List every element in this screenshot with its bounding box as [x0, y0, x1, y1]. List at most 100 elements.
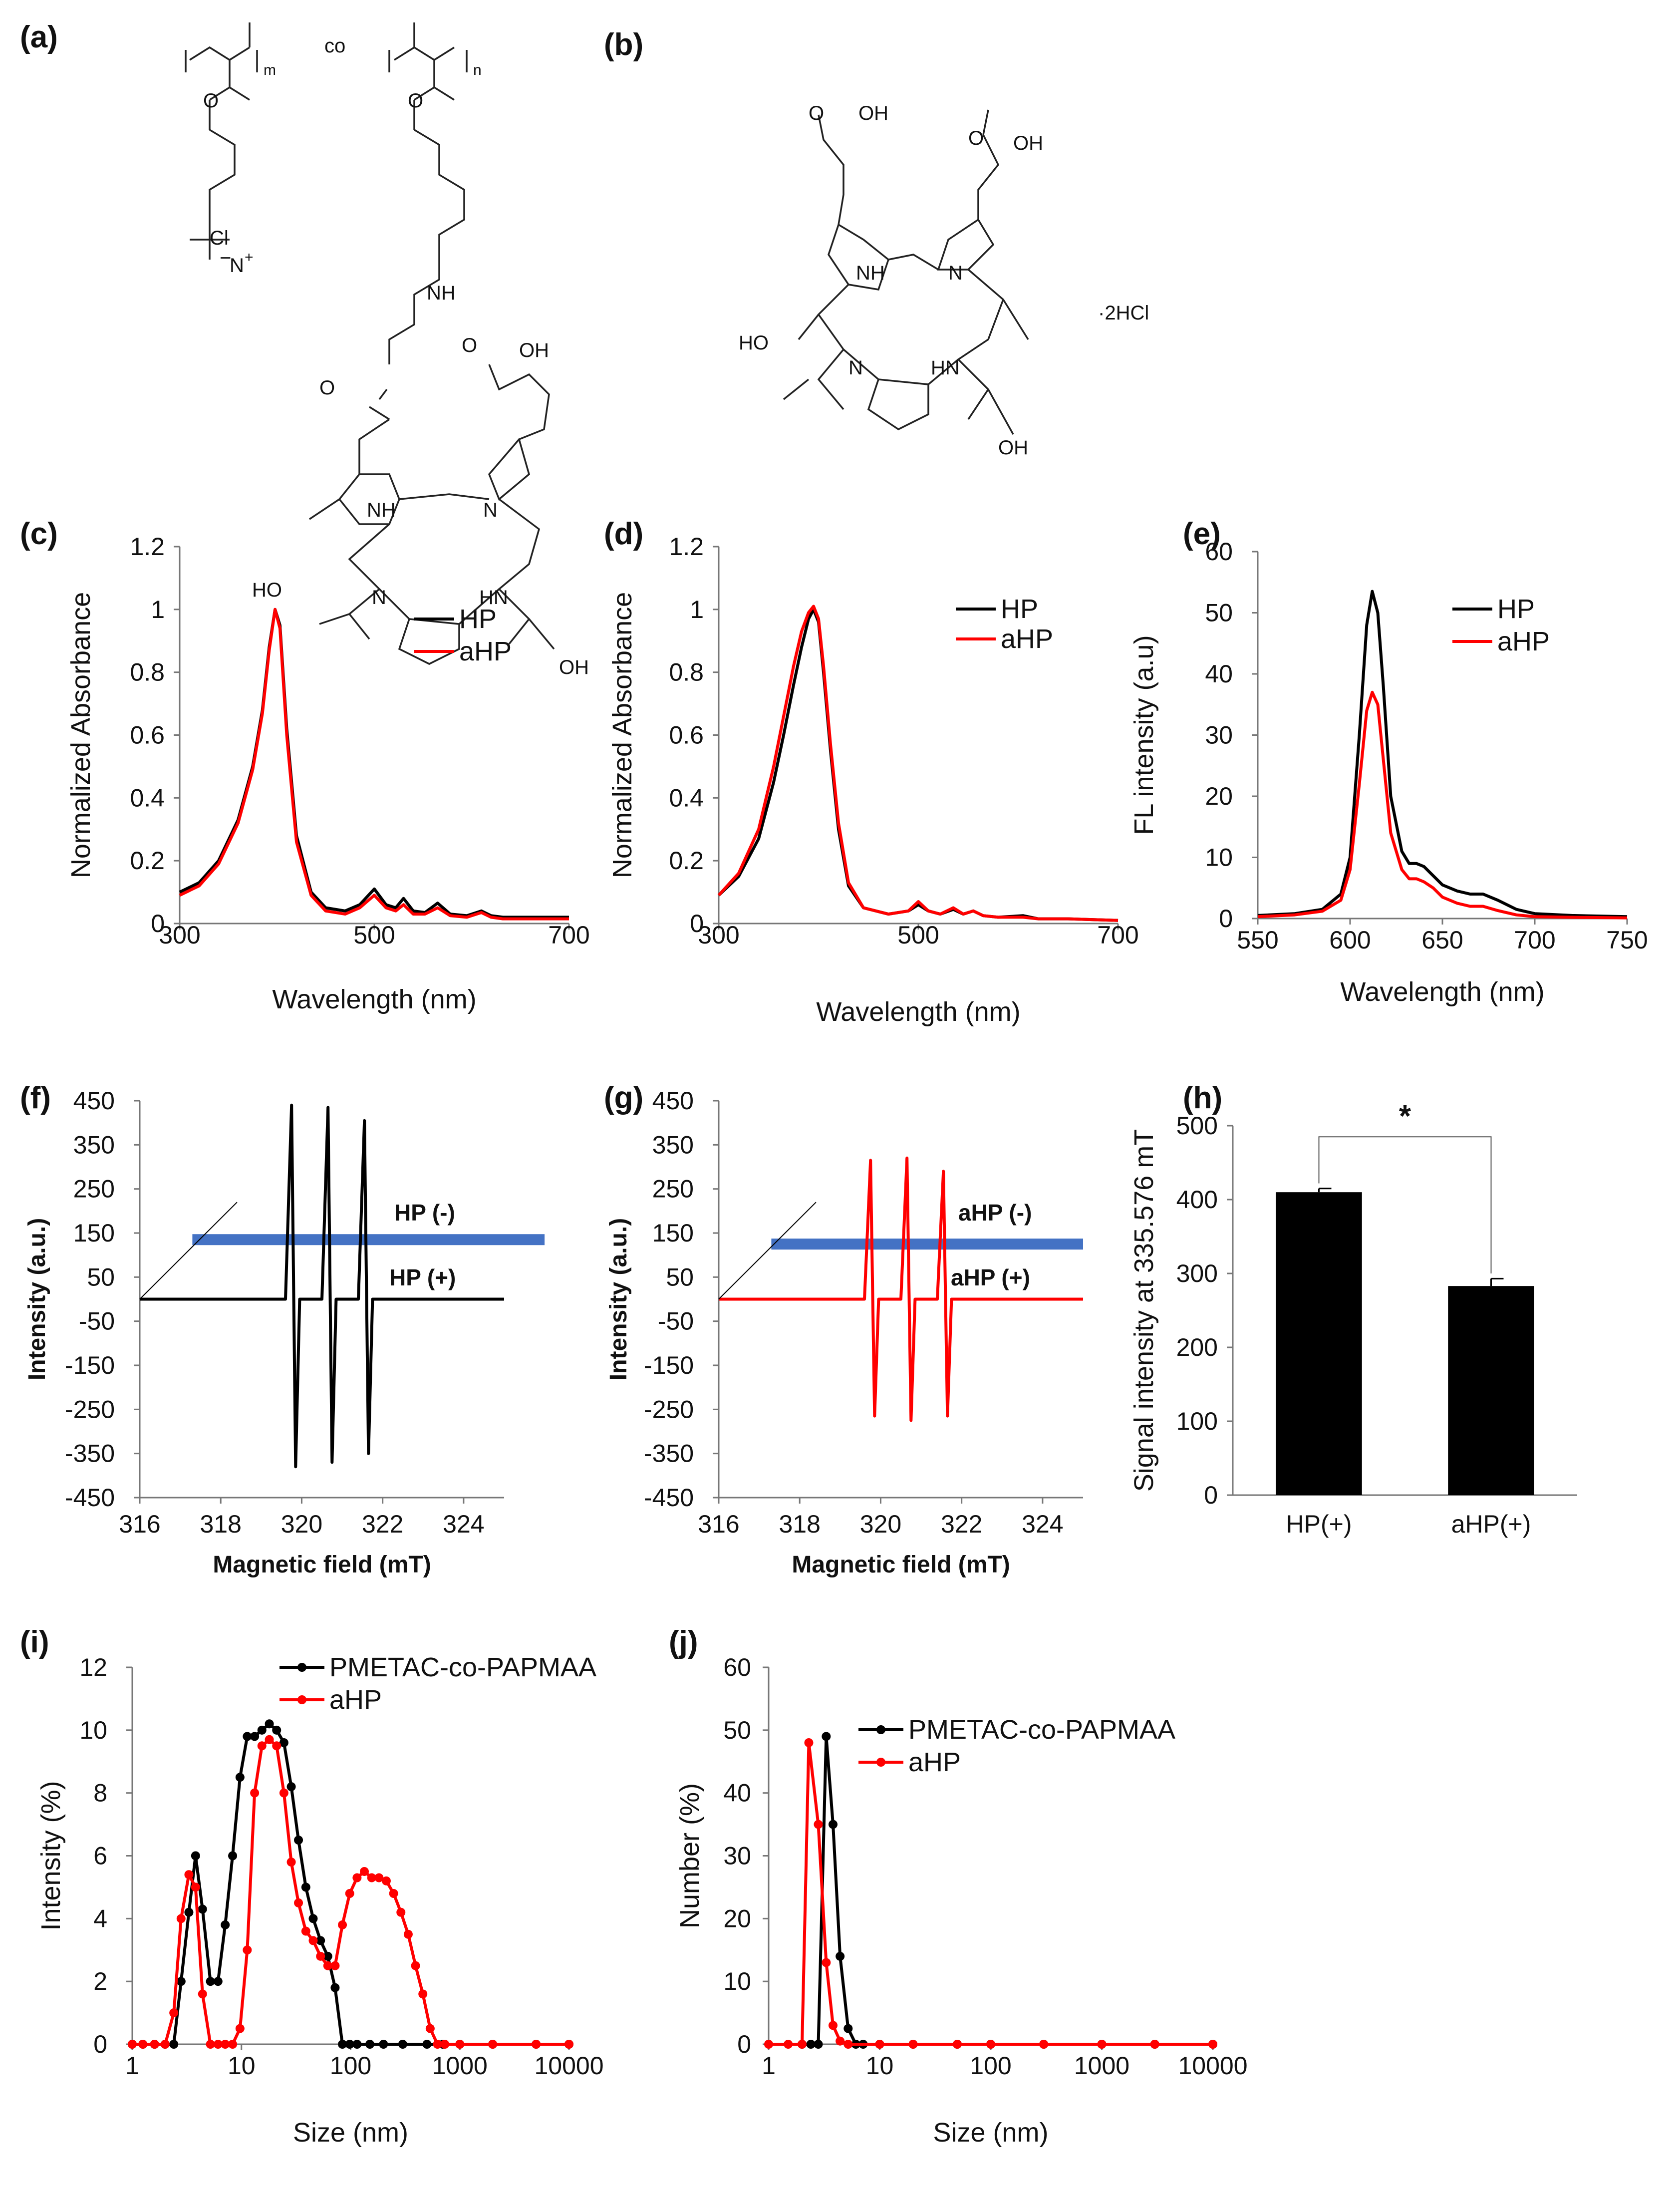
x-tick-label: 316 — [698, 1510, 739, 1538]
y-tick-label: 300 — [1176, 1259, 1218, 1287]
data-point — [433, 2040, 442, 2049]
legend-label: aHP — [908, 1747, 961, 1777]
chem-b-N1: N — [948, 262, 963, 284]
y-tick-label: 0 — [151, 910, 165, 937]
y-tick-label: -50 — [658, 1307, 694, 1335]
series-line-aHP — [1257, 690, 1628, 920]
y-tick-label: 350 — [73, 1131, 115, 1159]
x-tick-label: 10 — [228, 2052, 256, 2080]
y-tick-label: 0.6 — [130, 721, 165, 749]
chem-n: n — [473, 62, 482, 78]
data-point — [345, 2040, 354, 2049]
legend-marker — [876, 1725, 885, 1734]
x-tick-label: 322 — [362, 1510, 403, 1538]
data-point — [797, 2040, 807, 2049]
x-tick-label: 550 — [1237, 926, 1278, 954]
data-point — [250, 1788, 260, 1798]
data-point — [338, 2040, 347, 2049]
y-tick-label: 1.2 — [130, 533, 165, 561]
data-point — [191, 1882, 200, 1892]
chem-plus: + — [245, 249, 254, 266]
y-axis-label: Signal intensity at 335.576 mT — [1129, 1129, 1159, 1492]
porphyrin-ring-a — [309, 364, 555, 665]
legend-label: aHP — [1497, 626, 1550, 656]
x-tick-label: 300 — [159, 921, 200, 949]
data-point — [184, 1907, 194, 1917]
panel-label-i: (i) — [20, 1625, 49, 1659]
panel-label-e: (e) — [1183, 517, 1221, 551]
data-point — [488, 2040, 498, 2049]
data-point — [360, 1867, 369, 1876]
data-point — [367, 1873, 376, 1882]
y-tick-label: 1 — [690, 596, 704, 624]
y-tick-label: 0.2 — [669, 847, 704, 875]
chem-O1: O — [203, 90, 219, 112]
y-axis-label: Intensity (a.u.) — [24, 1218, 50, 1380]
legend-label: aHP — [1001, 624, 1053, 654]
y-tick-label: -150 — [65, 1351, 115, 1379]
y-tick-label: -350 — [644, 1440, 694, 1468]
data-point — [213, 2040, 223, 2049]
data-point — [169, 2040, 179, 2049]
data-point — [352, 1873, 362, 1882]
series-line-aHP — [132, 1738, 569, 2046]
chem-HO-a: HO — [252, 579, 282, 601]
chem-OH-a2: OH — [559, 656, 589, 678]
x-tick-label: 700 — [1097, 921, 1138, 949]
bar-aHP(+) — [1448, 1286, 1534, 1495]
x-axis-label: Magnetic field (mT) — [213, 1552, 431, 1578]
data-point — [272, 1725, 281, 1735]
y-tick-label: 0 — [1219, 905, 1233, 933]
panel-label-c: (c) — [20, 517, 58, 551]
legend-marker — [876, 1758, 885, 1767]
data-point — [814, 1820, 823, 1829]
x-tick-label: 600 — [1329, 926, 1371, 954]
data-point — [843, 2040, 853, 2049]
y-tick-label: 10 — [79, 1716, 107, 1744]
data-point — [243, 1732, 252, 1741]
data-point — [822, 1732, 831, 1741]
data-point — [198, 1904, 207, 1914]
chem-co: co — [324, 35, 345, 57]
polymer-backbone — [185, 22, 468, 420]
x-tick-label: 100 — [970, 2052, 1011, 2080]
data-point — [379, 2040, 388, 2049]
x-axis-label: Size (nm) — [293, 2118, 408, 2148]
x-tick-label: 100 — [330, 2052, 371, 2080]
x-tick-label: 700 — [1514, 926, 1555, 954]
y-tick-label: 0 — [690, 910, 704, 937]
y-tick-label: 350 — [652, 1131, 694, 1159]
x-tick-label: 700 — [548, 921, 589, 949]
data-point — [389, 1889, 398, 1898]
x-tick-label: 1 — [762, 2052, 776, 2080]
x-tick-label: 10000 — [534, 2052, 603, 2080]
y-tick-label: -450 — [65, 1484, 115, 1512]
chem-OH-a: OH — [519, 339, 549, 361]
chem-b-2HCl: ·2HCl — [1098, 302, 1149, 324]
data-point — [221, 2040, 230, 2049]
y-axis-label: Normalized Absorbance — [66, 592, 96, 878]
data-point — [330, 1983, 340, 1992]
chem-minus: − — [220, 247, 231, 269]
y-tick-label: 2 — [93, 1967, 107, 1995]
data-point — [396, 1907, 406, 1917]
data-point — [176, 1977, 186, 1986]
chem-b-O2: O — [968, 127, 984, 149]
y-tick-label: 0 — [93, 2030, 107, 2058]
data-point — [425, 2024, 435, 2033]
y-axis-label: Intensity (a.u.) — [605, 1218, 632, 1380]
structure-a: (a) co m n O O Cl − N + NH O O OH — [20, 20, 589, 678]
y-axis-label: Number (%) — [675, 1783, 705, 1928]
data-point — [398, 2040, 407, 2049]
y-tick-label: 0 — [1204, 1481, 1218, 1509]
panel-label-a: (a) — [20, 20, 58, 54]
x-tick-label: 316 — [119, 1510, 160, 1538]
chem-b-N2: N — [848, 357, 863, 379]
chart-h: 0 100 200 300 400 500 Signal intensity at 335.… — [1129, 1099, 1577, 1538]
y-tick-label: 50 — [666, 1263, 694, 1291]
data-point — [323, 1951, 332, 1961]
y-tick-label: -150 — [644, 1351, 694, 1379]
panel-label-f: (f) — [20, 1081, 51, 1115]
series-line-PMETAC-co-PAPMAA — [802, 1735, 1213, 2046]
